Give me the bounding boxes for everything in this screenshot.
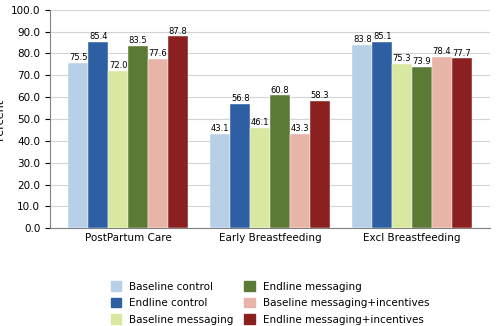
Bar — [412, 67, 432, 228]
Text: 56.8: 56.8 — [231, 94, 250, 103]
Bar — [68, 63, 88, 228]
Legend: Baseline control, Endline control, Baseline messaging, Endline messaging, Baseli: Baseline control, Endline control, Basel… — [110, 281, 430, 325]
Bar — [392, 64, 412, 228]
Text: 75.5: 75.5 — [69, 53, 87, 62]
Text: 72.0: 72.0 — [109, 61, 128, 70]
Text: 75.3: 75.3 — [392, 54, 411, 63]
Bar — [230, 104, 250, 228]
Text: 83.8: 83.8 — [353, 35, 372, 44]
Bar — [352, 45, 372, 228]
Text: 77.7: 77.7 — [452, 49, 471, 58]
Bar — [128, 46, 148, 228]
Text: 43.1: 43.1 — [211, 124, 230, 133]
Text: 83.5: 83.5 — [128, 36, 148, 45]
Bar — [108, 71, 128, 228]
Text: 85.4: 85.4 — [89, 32, 108, 41]
Bar — [372, 42, 392, 228]
Text: 60.8: 60.8 — [270, 85, 289, 95]
Text: 58.3: 58.3 — [310, 91, 329, 100]
Bar — [148, 59, 168, 228]
Text: 87.8: 87.8 — [168, 26, 187, 36]
Bar — [290, 134, 310, 228]
Bar — [432, 57, 452, 228]
Bar — [310, 101, 330, 228]
Bar — [250, 127, 270, 228]
Text: 43.3: 43.3 — [290, 124, 309, 133]
Y-axis label: Percent: Percent — [0, 98, 5, 140]
Text: 77.6: 77.6 — [148, 49, 167, 58]
Bar — [88, 42, 108, 228]
Bar — [168, 37, 188, 228]
Text: 46.1: 46.1 — [251, 118, 270, 126]
Bar — [210, 134, 231, 228]
Bar — [270, 96, 290, 228]
Text: 78.4: 78.4 — [432, 47, 451, 56]
Text: 73.9: 73.9 — [412, 57, 431, 66]
Bar — [452, 58, 471, 228]
Text: 85.1: 85.1 — [373, 33, 392, 41]
